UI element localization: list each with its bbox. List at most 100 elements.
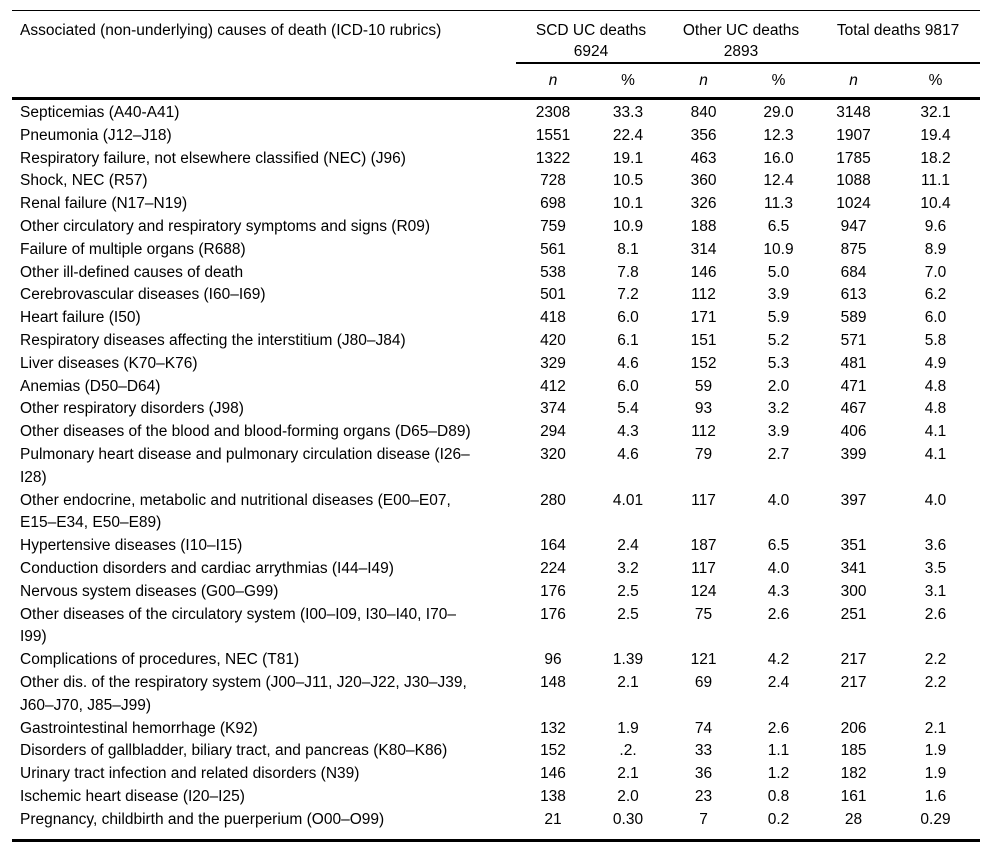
- value-cell: 117: [691, 559, 716, 577]
- group-header-scd-uc-deaths: SCD UC deaths 6924: [516, 10, 667, 64]
- value-cell: 176: [540, 582, 566, 600]
- value-cell: 9.6: [924, 217, 947, 235]
- value-cell: 5.3: [767, 354, 790, 372]
- value-cell: 418: [540, 309, 566, 327]
- subheader-other-n: n: [666, 63, 742, 100]
- value-cell: 4.01: [612, 491, 644, 509]
- value-cell: 6.2: [924, 286, 947, 304]
- cause-label: Hypertensive diseases (I10–I15): [20, 537, 243, 555]
- table-row: Respiratory diseases affecting the inter…: [12, 330, 980, 353]
- value-cell: 152: [540, 742, 566, 760]
- value-cell: 188: [690, 217, 717, 235]
- value-cell: 467: [840, 400, 867, 418]
- value-cell: 7: [699, 810, 708, 828]
- value-cell: 7.2: [617, 286, 639, 304]
- value-cell: 10.9: [612, 217, 644, 235]
- table-row: Septicemias (A40-A41) 2308 33.3 840 29.0 3148…: [12, 99, 980, 125]
- value-cell: 28: [844, 810, 863, 828]
- value-cell: 3.2: [767, 400, 790, 418]
- table-row: Shock, NEC (R57) 728 10.5 360 12.4 1088 11.1: [12, 170, 980, 193]
- value-cell: 397: [840, 491, 867, 509]
- value-cell: 2.1: [617, 765, 639, 783]
- value-cell: 3.9: [767, 286, 790, 304]
- value-cell: 3.2: [617, 559, 639, 577]
- value-cell: 69: [694, 673, 713, 691]
- cause-label: Pregnancy, childbirth and the puerperium…: [20, 810, 385, 828]
- value-cell: 21: [544, 810, 562, 828]
- value-cell: 32.1: [920, 104, 951, 121]
- causes-of-death-table: Associated (non-underlying) causes of de…: [12, 10, 981, 842]
- subheader-scd-pct: %: [590, 63, 667, 100]
- value-cell: 151: [690, 331, 717, 349]
- value-cell: 164: [540, 537, 566, 555]
- value-cell: 5.9: [767, 309, 790, 327]
- subheader-other-pct: %: [741, 63, 817, 100]
- value-cell: 79: [694, 445, 713, 463]
- value-cell: 217: [840, 651, 867, 669]
- value-cell: 4.3: [767, 582, 790, 600]
- value-cell: 206: [840, 719, 867, 737]
- table-row: Hypertensive diseases (I10–I15) 164 2.4 187…: [12, 535, 980, 558]
- value-cell: 1.39: [612, 651, 644, 669]
- value-cell: 2.4: [617, 537, 639, 555]
- table-row: Liver diseases (K70–K76) 329 4.6 152 5.3 481 4…: [12, 353, 980, 376]
- table-row: Cerebrovascular diseases (I60–I69) 501 7.2…: [12, 284, 980, 307]
- value-cell: 6.0: [617, 309, 639, 327]
- value-cell: 684: [840, 263, 867, 281]
- value-cell: 33.3: [612, 104, 644, 121]
- cause-label: Anemias (D50–D64): [20, 377, 161, 395]
- table-row: Conduction disorders and cardiac arrythm…: [12, 558, 980, 581]
- cause-label: Other respiratory disorders (J98): [20, 400, 244, 418]
- table-row: Heart failure (I50) 418 6.0 171 5.9 589 6.0: [12, 307, 980, 330]
- table-row: Other respiratory disorders (J98) 374 5.4 9…: [12, 398, 980, 421]
- value-cell: 117: [691, 491, 716, 509]
- cause-label: Gastrointestinal hemorrhage (K92): [20, 719, 258, 737]
- value-cell: 138: [540, 787, 566, 805]
- value-cell: 0.2: [767, 810, 790, 828]
- value-cell: 2.0: [767, 377, 790, 395]
- value-cell: 2.6: [767, 605, 790, 623]
- value-cell: 2.2: [924, 651, 947, 669]
- cause-label: Complications of procedures, NEC (T81): [20, 651, 300, 669]
- value-cell: 10.9: [763, 240, 794, 258]
- value-cell: 4.8: [924, 377, 947, 395]
- value-cell: 19.4: [920, 126, 951, 144]
- value-cell: 571: [840, 331, 867, 349]
- table-row: Other diseases of the circulatory system…: [12, 604, 980, 650]
- value-cell: 2.2: [924, 673, 947, 691]
- cause-label: Pulmonary heart disease and pulmonary ci…: [20, 445, 470, 486]
- value-cell: 329: [540, 354, 566, 372]
- value-cell: 406: [840, 423, 867, 441]
- value-cell: 1.1: [767, 742, 790, 760]
- value-cell: 112: [691, 423, 716, 441]
- subheader-scd-n: n: [516, 63, 590, 100]
- value-cell: 589: [840, 309, 867, 327]
- value-cell: 947: [840, 217, 867, 235]
- table-row: Complications of procedures, NEC (T81) 96…: [12, 649, 980, 672]
- value-cell: 1322: [535, 149, 571, 167]
- table-row: Respiratory failure, not elsewhere class…: [12, 148, 980, 171]
- value-cell: 148: [540, 673, 566, 691]
- value-cell: 1.2: [767, 765, 790, 783]
- value-cell: 6.1: [617, 331, 639, 349]
- value-cell: 356: [690, 126, 717, 144]
- table-row: Failure of multiple organs (R688) 561 8.1 3…: [12, 239, 980, 262]
- value-cell: 3148: [836, 104, 871, 121]
- value-cell: 2.0: [617, 787, 639, 805]
- value-cell: 759: [540, 217, 566, 235]
- value-cell: 176: [540, 605, 566, 623]
- cause-label: Pneumonia (J12–J18): [20, 126, 172, 144]
- value-cell: 1551: [535, 126, 571, 144]
- value-cell: 2.5: [617, 582, 639, 600]
- value-cell: 351: [840, 537, 867, 555]
- cause-label: Conduction disorders and cardiac arrythm…: [20, 559, 394, 577]
- cause-label: Urinary tract infection and related diso…: [20, 765, 360, 783]
- table-row: Gastrointestinal hemorrhage (K92) 132 1.9 7…: [12, 718, 980, 741]
- value-cell: 341: [840, 559, 867, 577]
- table-row: Other ill-defined causes of death 538 7.8 1…: [12, 262, 980, 285]
- value-cell: 4.1: [924, 445, 947, 463]
- value-cell: 132: [540, 719, 566, 737]
- table-header: Associated (non-underlying) causes of de…: [12, 10, 981, 100]
- cause-label: Failure of multiple organs (R688): [20, 240, 246, 258]
